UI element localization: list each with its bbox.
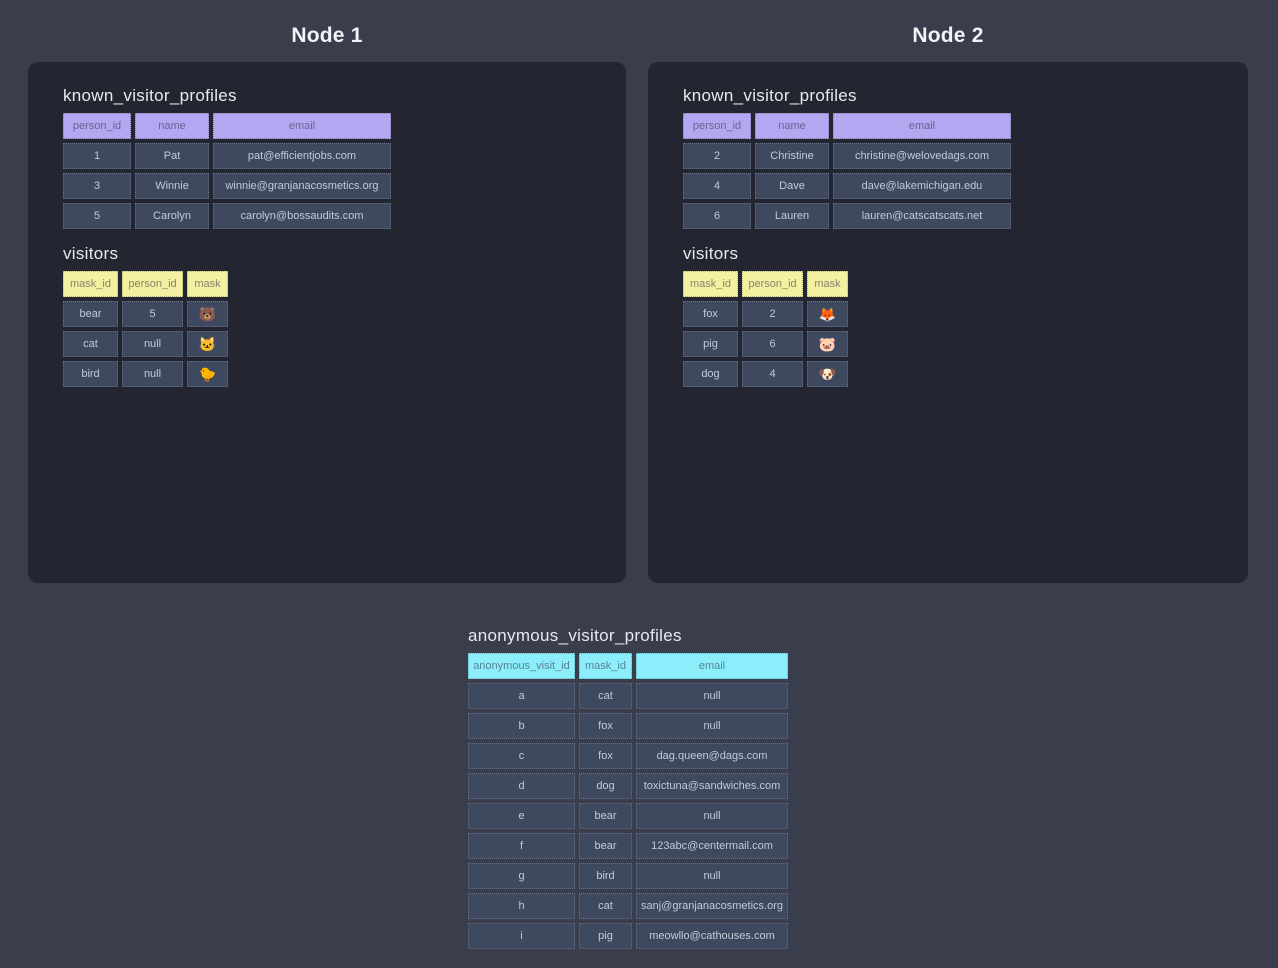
column-header-mask: mask (187, 271, 228, 297)
table-cell: dog (579, 773, 632, 799)
table-cell: b (468, 713, 575, 739)
table-cell: Carolyn (135, 203, 209, 229)
dog-face-emoji-icon: 🐶 (807, 361, 848, 387)
table-cell: fox (579, 713, 632, 739)
table-cell: null (122, 361, 183, 387)
table-cell: null (636, 803, 788, 829)
table-cell: g (468, 863, 575, 889)
table-cell: Lauren (755, 203, 829, 229)
table-cell: 4 (742, 361, 803, 387)
table-cell: 3 (63, 173, 131, 199)
table-cell: 5 (122, 301, 183, 327)
anonymous-visitor-profiles-title: anonymous_visitor_profiles (468, 626, 682, 645)
column-header-mask-id: mask_id (579, 653, 632, 679)
bird-chick-emoji-icon: 🐤 (187, 361, 228, 387)
table-cell: null (636, 713, 788, 739)
column-header-email: email (833, 113, 1011, 139)
table-cell: null (636, 683, 788, 709)
visitors-title: visitors (63, 244, 119, 263)
node-1-panel: known_visitor_profiles person_id name em… (28, 62, 626, 583)
column-header-email: email (213, 113, 391, 139)
column-header-mask: mask (807, 271, 848, 297)
column-header-person-id: person_id (122, 271, 183, 297)
known-visitor-profiles-table: person_id name email 1 Pat pat@efficient… (63, 113, 626, 229)
node-1-title: Node 1 (291, 24, 363, 47)
table-cell: null (636, 863, 788, 889)
table-cell: c (468, 743, 575, 769)
bear-face-emoji-icon: 🐻 (187, 301, 228, 327)
node-2-panel: known_visitor_profiles person_id name em… (648, 62, 1248, 583)
table-cell: christine@welovedags.com (833, 143, 1011, 169)
visitors-table: mask_id person_id mask fox 2 🦊 pig 6 🐷 d… (683, 271, 1248, 387)
table-cell: lauren@catscatscats.net (833, 203, 1011, 229)
table-cell: bear (579, 833, 632, 859)
table-cell: 6 (683, 203, 751, 229)
table-cell: 5 (63, 203, 131, 229)
table-cell: cat (579, 893, 632, 919)
table-cell: null (122, 331, 183, 357)
column-header-mask-id: mask_id (63, 271, 118, 297)
anonymous-visitor-profiles-section: anonymous_visitor_profiles anonymous_vis… (468, 626, 788, 949)
known-visitor-profiles-title: known_visitor_profiles (683, 86, 857, 105)
table-cell: 1 (63, 143, 131, 169)
table-cell: carolyn@bossaudits.com (213, 203, 391, 229)
table-cell: i (468, 923, 575, 949)
table-cell: pat@efficientjobs.com (213, 143, 391, 169)
table-cell: pig (683, 331, 738, 357)
visitors-table: mask_id person_id mask bear 5 🐻 cat null… (63, 271, 626, 387)
node-2-title: Node 2 (912, 24, 984, 47)
table-cell: bird (63, 361, 118, 387)
column-header-email: email (636, 653, 788, 679)
table-cell: Christine (755, 143, 829, 169)
table-cell: f (468, 833, 575, 859)
table-cell: winnie@granjanacosmetics.org (213, 173, 391, 199)
cat-face-emoji-icon: 🐱 (187, 331, 228, 357)
anonymous-visitor-profiles-table: anonymous_visit_id mask_id email a cat n… (468, 653, 788, 949)
known-visitor-profiles-table: person_id name email 2 Christine christi… (683, 113, 1248, 229)
column-header-mask-id: mask_id (683, 271, 738, 297)
table-cell: meowllo@cathouses.com (636, 923, 788, 949)
table-cell: dog (683, 361, 738, 387)
table-cell: dave@lakemichigan.edu (833, 173, 1011, 199)
visitors-title: visitors (683, 244, 739, 263)
pig-face-emoji-icon: 🐷 (807, 331, 848, 357)
table-cell: sanj@granjanacosmetics.org (636, 893, 788, 919)
table-cell: dag.queen@dags.com (636, 743, 788, 769)
table-cell: Winnie (135, 173, 209, 199)
column-header-person-id: person_id (63, 113, 131, 139)
table-cell: a (468, 683, 575, 709)
column-header-person-id: person_id (683, 113, 751, 139)
fox-face-emoji-icon: 🦊 (807, 301, 848, 327)
column-header-name: name (135, 113, 209, 139)
table-cell: bird (579, 863, 632, 889)
table-cell: fox (683, 301, 738, 327)
column-header-person-id: person_id (742, 271, 803, 297)
table-cell: h (468, 893, 575, 919)
known-visitor-profiles-title: known_visitor_profiles (63, 86, 237, 105)
table-cell: Pat (135, 143, 209, 169)
table-cell: bear (579, 803, 632, 829)
table-cell: bear (63, 301, 118, 327)
table-cell: 2 (742, 301, 803, 327)
table-cell: Dave (755, 173, 829, 199)
table-cell: 2 (683, 143, 751, 169)
table-cell: d (468, 773, 575, 799)
table-cell: toxictuna@sandwiches.com (636, 773, 788, 799)
column-header-name: name (755, 113, 829, 139)
table-cell: pig (579, 923, 632, 949)
table-cell: cat (579, 683, 632, 709)
table-cell: e (468, 803, 575, 829)
table-cell: 4 (683, 173, 751, 199)
column-header-anonymous-visit-id: anonymous_visit_id (468, 653, 575, 679)
table-cell: cat (63, 331, 118, 357)
table-cell: 123abc@centermail.com (636, 833, 788, 859)
table-cell: fox (579, 743, 632, 769)
table-cell: 6 (742, 331, 803, 357)
